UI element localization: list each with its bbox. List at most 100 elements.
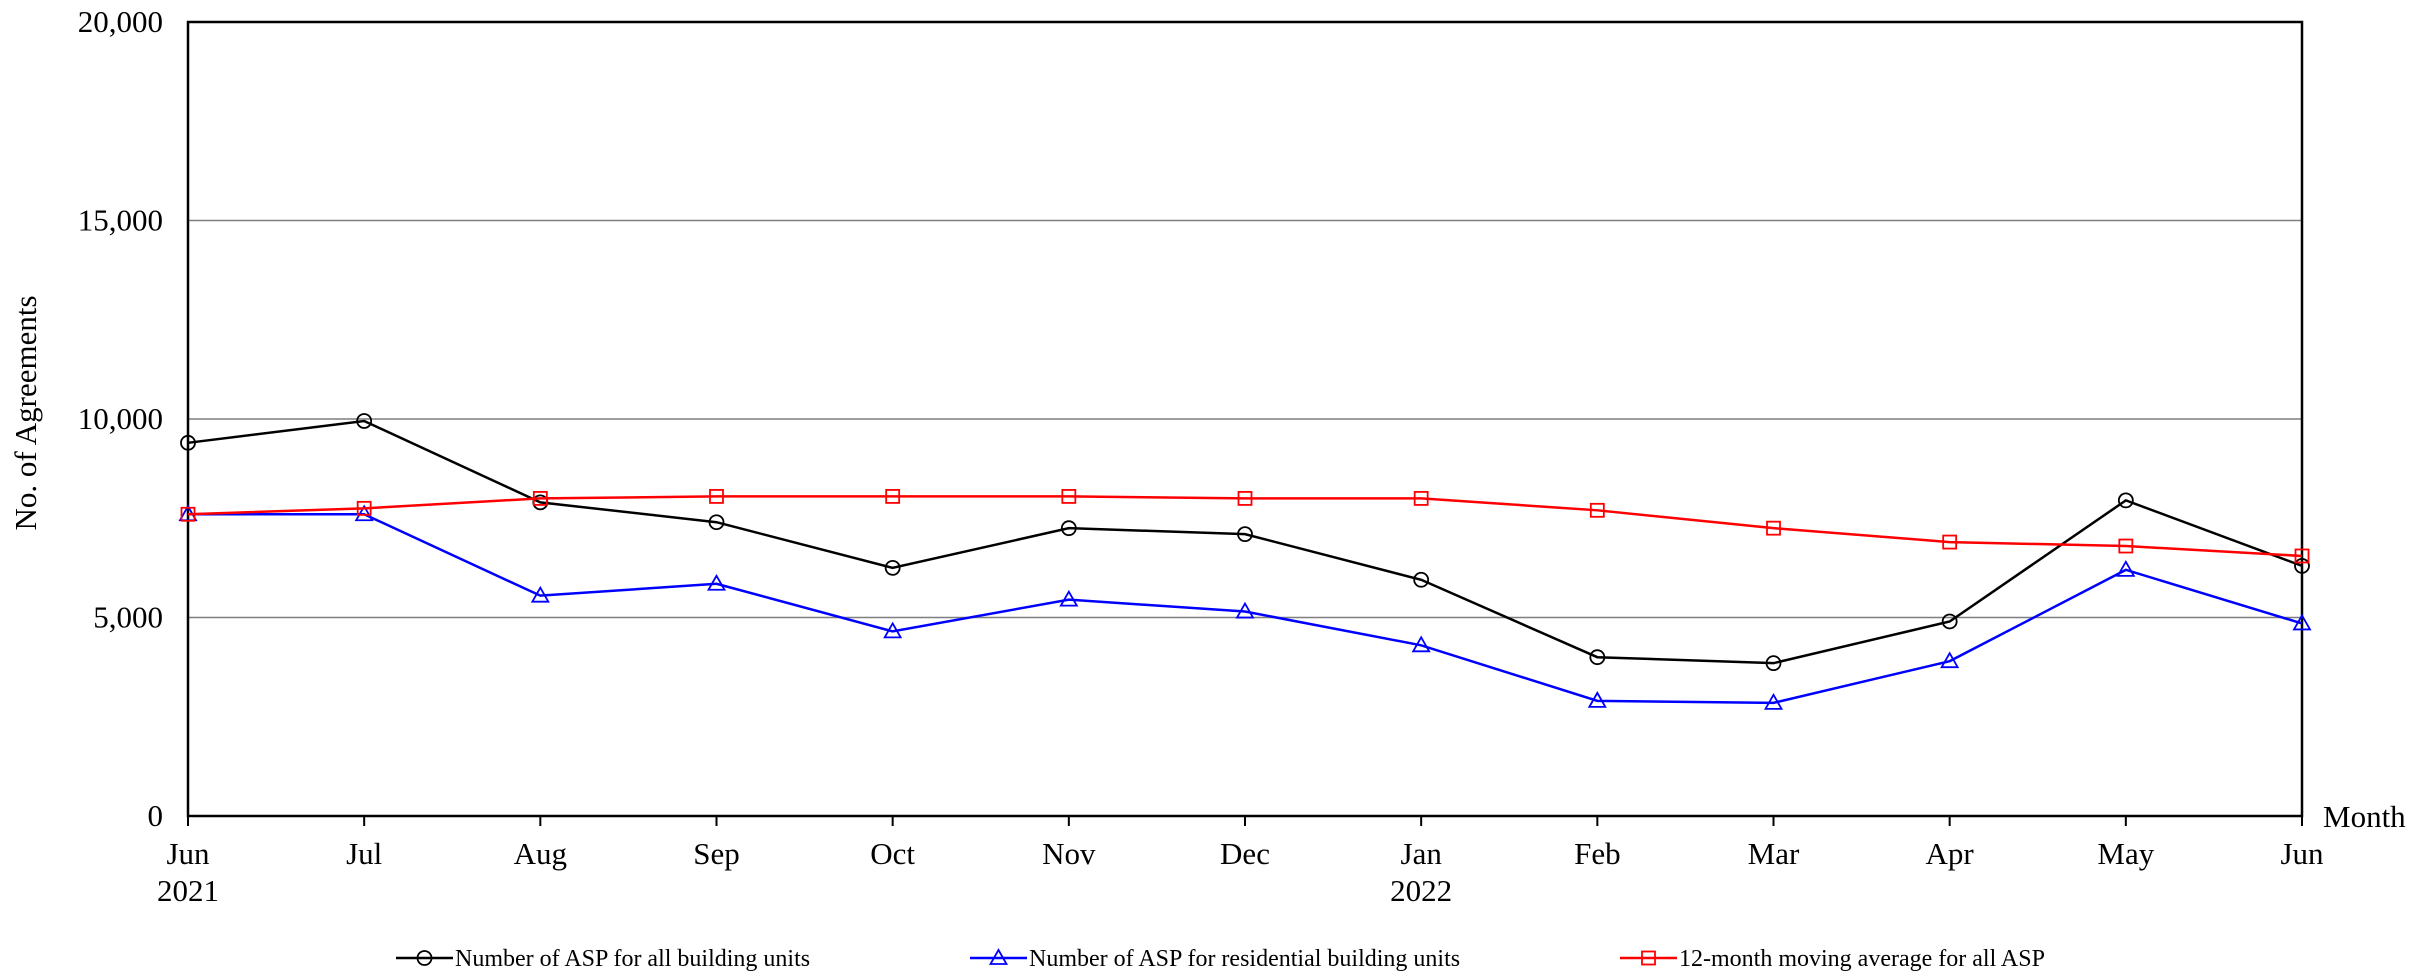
data-point [530, 585, 550, 603]
data-point [180, 434, 196, 451]
point-circle-marker [1765, 655, 1782, 672]
point-triangle-marker [2116, 560, 2136, 577]
point-square-marker [2294, 548, 2310, 564]
series-3 [180, 489, 2310, 564]
x-tick-label: Nov [1042, 836, 1096, 871]
x-tick-label: Oct [870, 836, 915, 871]
point-circle-marker [1413, 571, 1430, 588]
data-point [885, 489, 901, 504]
legend-item: Number of ASP for all building units [396, 946, 810, 971]
data-point [180, 506, 196, 522]
point-circle-marker [180, 434, 196, 451]
x-tick-label: Feb [1574, 836, 1621, 871]
data-point [1411, 635, 1431, 653]
point-square-marker [885, 489, 901, 504]
x-tick-label: Jun [166, 836, 210, 871]
point-square-marker [1766, 520, 1781, 536]
point-circle-marker [1941, 613, 1958, 630]
point-triangle-marker [2292, 613, 2312, 631]
legend-triangle-marker [988, 948, 1009, 965]
point-triangle-marker [354, 504, 374, 522]
legend-item: Number of ASP for residential building u… [970, 946, 1460, 971]
legend-square-marker [1641, 950, 1656, 966]
point-triangle-marker [1763, 693, 1784, 710]
data-point [1237, 490, 1253, 506]
data-point [1763, 693, 1784, 710]
data-point [1413, 571, 1430, 588]
point-square-marker [2118, 538, 2134, 554]
point-square-marker [1942, 534, 1958, 550]
x-tick-label: Jun [2280, 836, 2324, 871]
point-triangle-marker [883, 621, 903, 639]
point-triangle-marker [1940, 651, 1960, 669]
y-tick-label: 20,000 [78, 4, 163, 39]
x-tick-label: Jul [346, 836, 382, 871]
point-circle-marker [884, 559, 901, 576]
x-tick-label: Dec [1220, 836, 1270, 871]
series-lines [178, 413, 2312, 710]
point-triangle-marker [1411, 635, 1431, 653]
data-point [1059, 589, 1079, 607]
data-point [2118, 538, 2134, 554]
data-point [1941, 613, 1958, 630]
x-tick-label: Sep [693, 836, 740, 871]
y-tick-label: 15,000 [78, 203, 163, 238]
x-tick-label: Mar [1748, 836, 1800, 871]
series-1 [180, 413, 2310, 672]
data-point [1766, 520, 1781, 536]
y-tick-label: 0 [148, 798, 164, 833]
data-point [2292, 613, 2312, 631]
legend-label: 12-month moving average for all ASP [1679, 946, 2045, 971]
point-square-marker [532, 490, 548, 506]
point-circle-marker [1589, 649, 1606, 666]
point-square-marker [356, 500, 372, 516]
y-tick-label: 5,000 [93, 600, 163, 635]
legend: Number of ASP for all building units Numb… [396, 946, 2045, 971]
point-square-marker [1589, 502, 1605, 518]
point-circle-marker [1060, 520, 1077, 537]
data-point [1237, 526, 1253, 543]
data-point [709, 489, 724, 504]
data-point [2116, 560, 2136, 577]
data-point [708, 514, 725, 531]
data-point [356, 413, 373, 429]
point-square-marker [1237, 490, 1253, 506]
x-tick-label: May [2097, 836, 2154, 871]
data-point [1589, 502, 1605, 518]
series-line [187, 495, 2303, 558]
x-tick-label: Jan [1401, 836, 1443, 871]
data-point [354, 504, 374, 522]
point-triangle-marker [1059, 589, 1079, 607]
point-square-marker [180, 506, 196, 522]
legend-label: Number of ASP for residential building u… [1029, 946, 1460, 971]
point-square-marker [1061, 489, 1077, 504]
y-tick-label: 10,000 [78, 401, 163, 436]
legend-label: Number of ASP for all building units [455, 946, 810, 971]
data-point [706, 573, 727, 591]
point-square-marker [1413, 490, 1429, 506]
data-point [356, 500, 372, 516]
data-point [2294, 557, 2310, 574]
x-year-label: 2022 [1390, 873, 1452, 908]
point-triangle-marker [1235, 601, 1255, 619]
legend-item: 12-month moving average for all ASP [1620, 946, 2045, 971]
data-point [532, 490, 548, 506]
series-line [187, 419, 2303, 665]
axes [186, 20, 2304, 826]
data-point [1589, 649, 1606, 666]
data-point [883, 621, 903, 639]
data-point [1413, 490, 1429, 506]
x-year-label: 2021 [157, 873, 219, 908]
series-line [188, 513, 2303, 705]
data-point [1060, 520, 1077, 537]
y-axis-label: No. of Agreements [8, 295, 43, 530]
point-circle-marker [2294, 557, 2310, 574]
point-triangle-marker [706, 573, 727, 591]
legend-circle-marker [416, 950, 433, 966]
data-point [1765, 655, 1782, 672]
x-tick-label: Aug [514, 836, 567, 871]
data-point [1061, 489, 1077, 504]
data-point [2117, 492, 2134, 509]
